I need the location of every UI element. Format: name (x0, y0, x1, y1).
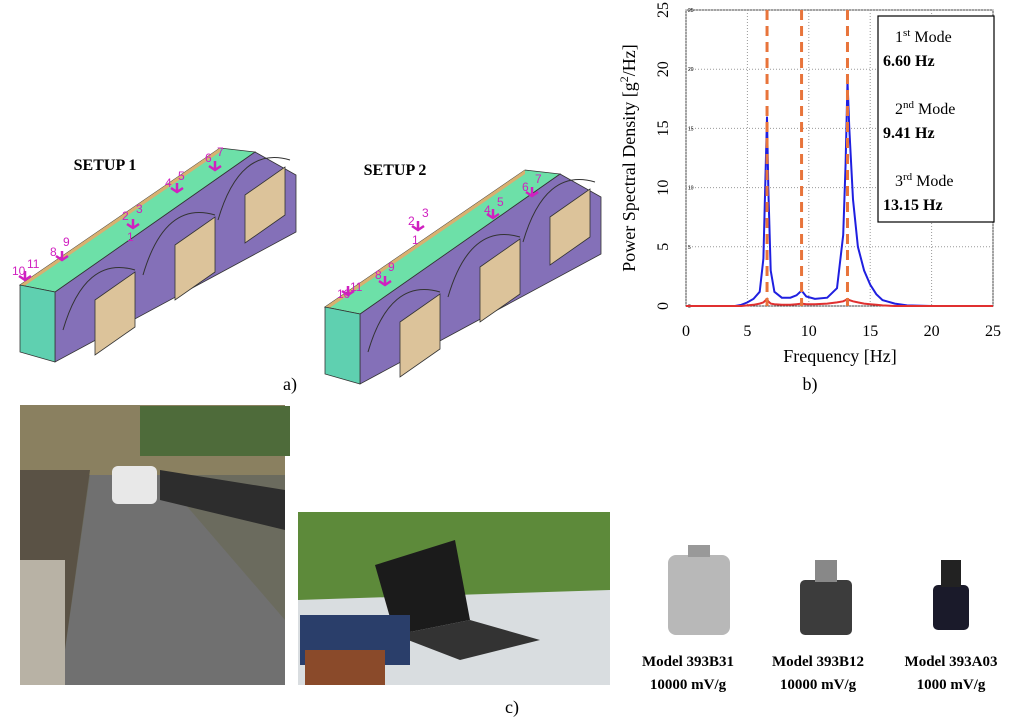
x-tick-label: 20 (924, 323, 940, 340)
mode-box (878, 16, 994, 222)
sensor-label: 5 (178, 169, 185, 183)
sensor-sensitivity: 1000 mV/g (917, 677, 986, 693)
mode-sup: st (903, 27, 910, 39)
sensor-label: 1 (127, 230, 134, 244)
sensor-label: 2 (408, 214, 415, 228)
sensor-label: 4 (165, 176, 172, 190)
sensor-label: 1 (412, 233, 419, 247)
sensor-label: 9 (63, 235, 70, 249)
mode-frequency: 13.15 Hz (883, 197, 943, 214)
sensor-model: Model 393B31 (642, 654, 734, 670)
sensor-label: 9 (388, 260, 395, 274)
sensor-sensitivity: 10000 mV/g (780, 677, 857, 693)
y-tick-label-inner: 25 (688, 8, 694, 14)
mode-frequency: 6.60 Hz (883, 53, 935, 70)
sensor-label: 8 (50, 245, 57, 259)
sensor-label: 10 (337, 287, 351, 301)
y-label-rest: /Hz] (619, 44, 639, 76)
sensor-label: 7 (217, 145, 224, 159)
sensor-images (668, 545, 969, 635)
sensor-sensitivity: 10000 mV/g (650, 677, 727, 693)
sensor-model: Model 393B12 (772, 654, 864, 670)
y-tick-label-inner: 10 (688, 186, 694, 192)
bridge-end (20, 285, 55, 362)
sensor-label: 6 (522, 180, 529, 194)
x-tick-label: 5 (743, 323, 751, 340)
photo-road (20, 405, 290, 685)
sensor-label: 7 (535, 172, 542, 186)
figure: a) b) c) SETUP 11234567891011SETUP 21234… (0, 0, 1015, 720)
sensor-label: 6 (205, 151, 212, 165)
panel-label: c) (505, 697, 519, 718)
sensor-label: 11 (350, 280, 363, 294)
sensor-label: 3 (422, 206, 429, 220)
y-tick-label: 20 (655, 61, 672, 77)
panel-label: a) (283, 374, 297, 395)
mode-num: 1 (895, 29, 903, 46)
y-label-main: Power Spectral Density [g (619, 82, 639, 271)
mode-num: 2 (895, 101, 903, 118)
y-tick-label-inner: 15 (688, 126, 694, 132)
x-tick-label: 25 (985, 323, 1001, 340)
sensor-label: 4 (484, 203, 491, 217)
mode-word: Mode (916, 173, 953, 190)
bridge-end (325, 307, 360, 384)
setup-title: SETUP 1 (74, 157, 137, 174)
x-tick-label: 0 (682, 323, 690, 340)
y-tick-label-inner: 20 (688, 67, 694, 73)
y-tick-label-inner: 5 (688, 245, 691, 251)
bridge-diagram (325, 170, 601, 384)
setup-title: SETUP 2 (364, 162, 427, 179)
sensor-label: 5 (497, 195, 504, 209)
sensor-label: 2 (122, 209, 129, 223)
panel-label: b) (803, 374, 818, 395)
sensor-label: 11 (27, 257, 40, 271)
sensor-label: 3 (136, 202, 143, 216)
sensor-label: 8 (375, 268, 382, 282)
y-axis-label: Power Spectral Density [g2/Hz] (617, 44, 639, 271)
mode-word: Mode (914, 29, 951, 46)
mode-frequency: 9.41 Hz (883, 125, 935, 142)
y-tick-label: 10 (655, 180, 672, 196)
sensor-label: 10 (12, 264, 26, 278)
y-tick-label: 5 (655, 243, 672, 251)
x-tick-label: 10 (801, 323, 817, 340)
photo-laptop (298, 512, 610, 685)
mode-sup: nd (903, 99, 915, 111)
mode-sup: rd (903, 171, 913, 183)
y-tick-label: 25 (655, 2, 672, 18)
y-tick-label: 15 (655, 120, 672, 136)
mode-num: 3 (895, 173, 903, 190)
mode-word: Mode (918, 101, 955, 118)
x-axis-label: Frequency [Hz] (783, 346, 896, 366)
sensor-model: Model 393A03 (905, 654, 998, 670)
x-tick-label: 15 (862, 323, 878, 340)
y-tick-label: 0 (655, 302, 672, 310)
